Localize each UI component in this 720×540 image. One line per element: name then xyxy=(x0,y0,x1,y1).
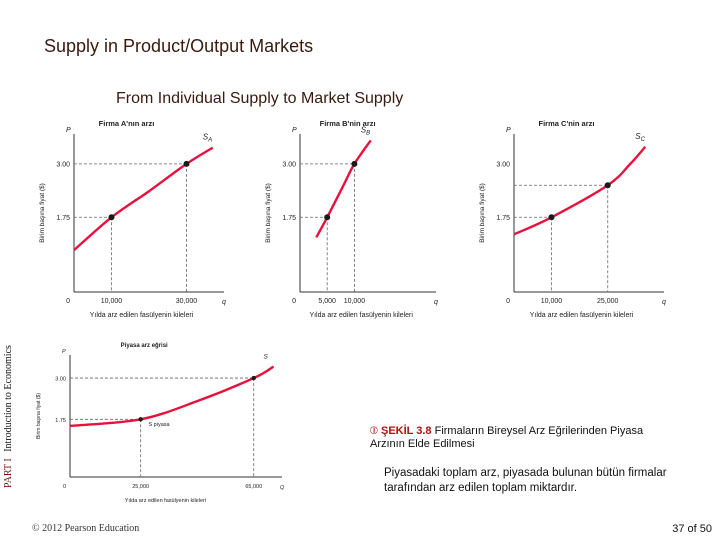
chart-firm-a-supply: Firma A'nın arzı Pq 0 Birim başına fiyat ($… xyxy=(39,119,226,319)
supply-curve-label: SB xyxy=(361,125,370,136)
x-tick-label: 25,000 xyxy=(597,298,619,305)
y-tick-label: 3.00 xyxy=(496,161,510,168)
origin-label: 0 xyxy=(66,298,70,305)
copyright: © 2012 Pearson Education xyxy=(32,523,140,534)
sidebar-part-label: PART I Introduction to Economics xyxy=(3,345,14,488)
y-axis-label: Birim başına fiyat ($) xyxy=(36,393,42,439)
y-tick-label: 3.00 xyxy=(56,161,70,168)
supply-curve-symbol: S xyxy=(264,354,269,361)
x-axis-symbol: q xyxy=(434,299,438,306)
figure-note: Piyasadaki toplam arz, piyasada bulunan … xyxy=(384,467,667,494)
x-axis-label: Yılda arz edilen fasülyenin kileleri xyxy=(125,498,206,504)
supply-curve-label: SA xyxy=(203,133,212,144)
supply-curve-symbol: S xyxy=(635,132,641,141)
market-curve-inner-label: S piyasa xyxy=(148,422,170,428)
data-point xyxy=(138,417,143,422)
x-tick-label: 25,000 xyxy=(132,484,149,490)
origin-label: 0 xyxy=(506,298,510,305)
sidebar-part-title: Introduction to Economics xyxy=(3,345,14,452)
supply-curve-symbol: S xyxy=(203,133,209,142)
x-tick-label: 65,000 xyxy=(245,484,262,490)
supply-curve-subscript: C xyxy=(641,137,646,143)
data-point xyxy=(604,182,611,189)
y-tick-label: 3.00 xyxy=(282,161,296,168)
y-axis-label: Birim başına fiyat ($) xyxy=(265,183,272,243)
x-axis-symbol: Q xyxy=(280,485,285,491)
data-point xyxy=(183,160,190,167)
data-point xyxy=(351,160,358,167)
y-tick-label: 1.75 xyxy=(496,215,510,222)
supply-curve-symbol: S xyxy=(361,125,367,134)
data-point xyxy=(324,214,331,221)
figure-caption-text: Firmaların Bireysel Arz Eğrilerinden Piy… xyxy=(370,425,644,450)
y-tick-label: 3.00 xyxy=(55,377,66,383)
chart-title: Firma B'nin arzı xyxy=(320,119,376,128)
slide-title: Supply in Product/Output Markets xyxy=(44,36,314,56)
y-tick-label: 1.75 xyxy=(282,215,296,222)
x-tick-label: 30,000 xyxy=(176,298,198,305)
chart-firm-b-supply: Firma B'nin arzı Pq 0 Birim başına fiyat ($… xyxy=(265,119,438,319)
origin-label: 0 xyxy=(292,298,296,305)
x-tick-label: 5,000 xyxy=(318,298,336,305)
x-tick-label: 10,000 xyxy=(541,298,563,305)
y-axis-symbol: P xyxy=(506,127,511,134)
x-tick-label: 10,000 xyxy=(344,298,366,305)
x-tick-label: 10,000 xyxy=(101,298,123,305)
supply-curve-subscript: A xyxy=(207,138,212,144)
chart-title: Firma A'nın arzı xyxy=(99,119,155,128)
y-axis-label: Birim başına fiyat ($) xyxy=(479,183,486,243)
figure-icon: ⦶ xyxy=(370,425,378,437)
figure-number: ŞEKİL 3.8 xyxy=(381,425,432,437)
supply-curve-subscript: B xyxy=(366,130,370,136)
chart-title: Piyasa arz eğrisi xyxy=(121,343,168,349)
x-axis-symbol: q xyxy=(222,299,226,306)
figure-caption: ⦶ ŞEKİL 3.8 Firmaların Bireysel Arz Eğril… xyxy=(370,425,670,451)
data-point xyxy=(108,214,115,221)
chart-firm-c-supply: Firma C'nin arzı Pq 0 Birim başına fiyat ($… xyxy=(479,119,666,319)
page-number: 37 of 50 xyxy=(672,523,712,535)
origin-label: 0 xyxy=(63,484,66,490)
supply-curve xyxy=(315,139,372,238)
supply-curve xyxy=(513,146,647,236)
slide-subtitle: From Individual Supply to Market Supply xyxy=(116,90,404,107)
data-point xyxy=(251,375,256,381)
sidebar-part: PART I xyxy=(3,458,14,488)
supply-curve xyxy=(69,365,275,428)
x-axis-label: Yılda arz edilen fasülyenin kileleri xyxy=(530,312,634,319)
x-axis-symbol: q xyxy=(662,299,666,306)
supply-curve xyxy=(73,146,214,252)
supply-curve-label: SC xyxy=(635,132,645,143)
y-tick-label: 1.75 xyxy=(56,215,70,222)
y-axis-symbol: P xyxy=(66,127,71,134)
chart-market-supply: Piyasa arz eğrisi P Q 0 Birim başına fiyat (… xyxy=(36,343,285,504)
y-axis-symbol: P xyxy=(292,127,297,134)
x-axis-label: Yılda arz edilen fasülyenin kileleri xyxy=(90,312,194,319)
data-point xyxy=(548,214,555,221)
y-axis-label: Birim başına fiyat ($) xyxy=(39,183,46,243)
supply-curve-label: S xyxy=(264,354,269,361)
chart-title: Firma C'nin arzı xyxy=(539,119,595,128)
y-tick-label: 1.75 xyxy=(55,418,66,424)
x-axis-label: Yılda arz edilen fasülyenin kileleri xyxy=(309,312,413,319)
y-axis-symbol: P xyxy=(62,349,66,355)
